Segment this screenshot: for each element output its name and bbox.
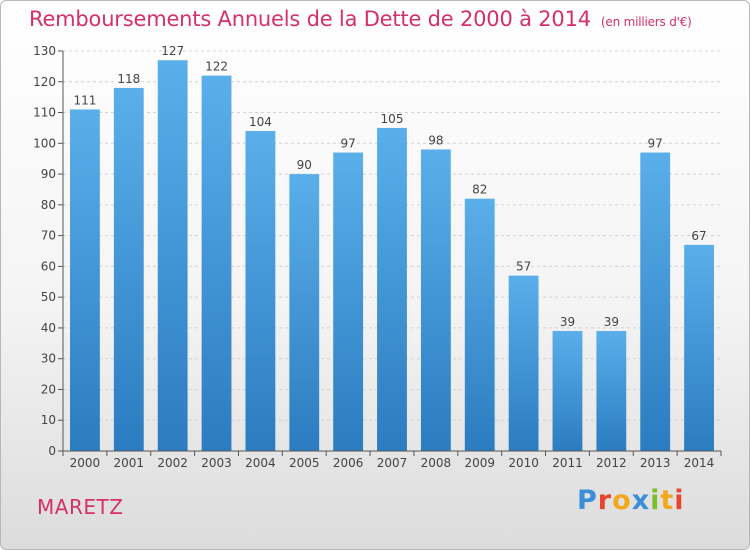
bar-2014 — [684, 244, 714, 451]
data-label-2014: 67 — [691, 229, 706, 243]
data-label-2007: 105 — [381, 112, 404, 126]
y-tick-label: 20 — [41, 382, 56, 396]
logo-letter: x — [631, 485, 651, 516]
y-tick-label: 90 — [41, 167, 56, 181]
y-tick-label: 10 — [41, 413, 56, 427]
bar-2009 — [464, 198, 495, 451]
data-label-2008: 98 — [428, 133, 443, 147]
logo-letter: i — [674, 485, 685, 516]
x-axis-tick-labels: 2000 2001 2002 2003 2004 2005 2006 2007 2008 2009… — [62, 451, 722, 470]
chart-unit: (en milliers d'€) — [600, 15, 692, 29]
y-tick-label: 0 — [48, 444, 56, 458]
commune-name: MARETZ — [37, 495, 124, 519]
y-tick-label: 100 — [33, 136, 56, 150]
y-tick-label: 60 — [41, 259, 56, 273]
logo-letter: o — [612, 485, 632, 516]
y-tick-label: 130 — [33, 44, 56, 58]
y-tick-label: 120 — [33, 75, 56, 89]
x-tick-label-2008: 2008 — [421, 456, 452, 470]
x-tick-label-2011: 2011 — [552, 456, 583, 470]
y-tick-label: 70 — [41, 229, 56, 243]
bar-2004 — [245, 131, 276, 451]
bar-2011 — [552, 331, 583, 451]
bar-2001 — [113, 87, 144, 451]
logo-letter: i — [650, 485, 661, 516]
data-labels: 111 118 127 122 104 90 97 105 98 82 57 39 39 97 67 — [73, 44, 706, 329]
x-tick-label-2006: 2006 — [333, 456, 364, 470]
logo-letter: P — [577, 485, 598, 516]
bar-2008 — [420, 149, 451, 451]
x-tick-label-2007: 2007 — [377, 456, 408, 470]
logo-letter: t — [660, 485, 675, 516]
y-axis-tick-labels: 0 10 20 30 40 50 60 70 80 90 100 110 120 130 — [33, 44, 63, 458]
data-label-2012: 39 — [604, 315, 619, 329]
data-label-2013: 97 — [648, 137, 663, 151]
data-label-2002: 127 — [161, 44, 184, 58]
x-tick-label-2005: 2005 — [289, 456, 320, 470]
data-label-2005: 90 — [297, 158, 312, 172]
bar-2010 — [508, 275, 539, 451]
x-tick-label-2001: 2001 — [114, 456, 145, 470]
data-label-2011: 39 — [560, 315, 575, 329]
chart-title: Remboursements Annuels de la Dette de 20… — [29, 7, 692, 31]
x-tick-label-2003: 2003 — [201, 456, 232, 470]
bar-2002 — [157, 60, 188, 451]
x-tick-label-2012: 2012 — [596, 456, 627, 470]
y-tick-label: 40 — [41, 321, 56, 335]
data-label-2003: 122 — [205, 60, 228, 74]
data-label-2000: 111 — [73, 93, 96, 107]
axes — [62, 51, 721, 452]
x-tick-label-2009: 2009 — [464, 456, 495, 470]
logo-letter: r — [597, 485, 613, 516]
bar-2000 — [70, 109, 100, 451]
y-tick-label: 50 — [41, 290, 56, 304]
y-tick-label: 110 — [33, 106, 56, 120]
x-tick-label-2014: 2014 — [684, 456, 715, 470]
bar-2003 — [201, 75, 232, 451]
y-tick-label: 30 — [41, 352, 56, 366]
data-label-2009: 82 — [472, 183, 487, 197]
x-tick-label-2010: 2010 — [508, 456, 539, 470]
bar-2007 — [377, 127, 407, 451]
x-tick-label-2004: 2004 — [245, 456, 276, 470]
bars — [70, 60, 714, 452]
data-label-2004: 104 — [249, 115, 272, 129]
bar-2012 — [596, 331, 627, 451]
x-tick-label-2000: 2000 — [70, 456, 101, 470]
bar-2013 — [640, 152, 671, 452]
bar-2006 — [333, 152, 364, 452]
data-label-2010: 57 — [516, 260, 531, 274]
data-label-2001: 118 — [117, 72, 140, 86]
y-tick-label: 80 — [41, 198, 56, 212]
bar-2005 — [289, 174, 320, 452]
data-label-2006: 97 — [340, 137, 355, 151]
x-tick-label-2002: 2002 — [157, 456, 188, 470]
x-tick-label-2013: 2013 — [640, 456, 671, 470]
chart-title-text: Remboursements Annuels de la Dette de 20… — [29, 7, 591, 31]
proxiti-logo: Proxiti — [577, 485, 685, 516]
